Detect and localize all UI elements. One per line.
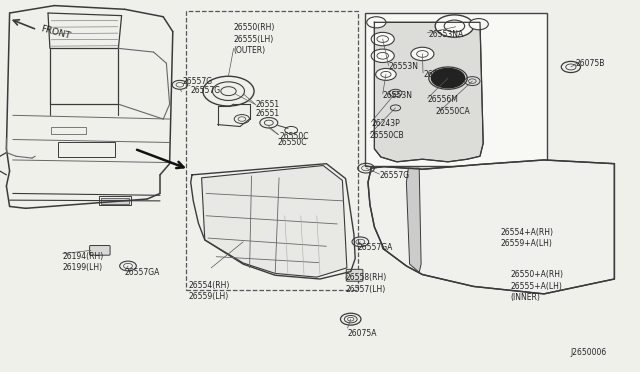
Polygon shape bbox=[368, 160, 614, 294]
Text: 26557G: 26557G bbox=[380, 171, 410, 180]
Text: 26550C: 26550C bbox=[280, 132, 309, 141]
Text: 26553NA: 26553NA bbox=[429, 30, 464, 39]
Bar bbox=[186, 11, 358, 290]
Text: 26553N: 26553N bbox=[388, 62, 419, 71]
Bar bbox=[365, 13, 547, 166]
Text: 26557GA: 26557GA bbox=[357, 243, 392, 252]
Text: 26550+A(RH)
26555+A(LH)
(INNER): 26550+A(RH) 26555+A(LH) (INNER) bbox=[510, 270, 563, 302]
FancyBboxPatch shape bbox=[90, 246, 110, 255]
Circle shape bbox=[469, 19, 488, 30]
Circle shape bbox=[435, 15, 474, 37]
Bar bbox=[51, 127, 86, 134]
Polygon shape bbox=[406, 168, 421, 272]
Text: FRONT: FRONT bbox=[40, 25, 72, 41]
Text: 26075A: 26075A bbox=[348, 329, 377, 338]
Circle shape bbox=[371, 32, 394, 46]
Text: 26553N: 26553N bbox=[383, 91, 413, 100]
Text: 26243P: 26243P bbox=[371, 119, 400, 128]
Text: 26550CA: 26550CA bbox=[435, 107, 470, 116]
Polygon shape bbox=[374, 22, 483, 162]
Text: 26075B: 26075B bbox=[576, 59, 605, 68]
Circle shape bbox=[376, 68, 396, 80]
Text: 26553N: 26553N bbox=[423, 70, 453, 79]
Text: 26550CB: 26550CB bbox=[370, 131, 404, 140]
Text: 26558(RH)
26557(LH): 26558(RH) 26557(LH) bbox=[346, 273, 387, 294]
Text: 26554+A(RH)
26559+A(LH): 26554+A(RH) 26559+A(LH) bbox=[500, 228, 554, 248]
Text: 26554(RH)
26559(LH): 26554(RH) 26559(LH) bbox=[189, 281, 230, 301]
Text: 26551: 26551 bbox=[256, 100, 280, 109]
Text: 26556M: 26556M bbox=[428, 95, 458, 104]
FancyBboxPatch shape bbox=[346, 269, 363, 281]
Text: 26557G: 26557G bbox=[182, 77, 212, 86]
Text: 26557GA: 26557GA bbox=[125, 268, 160, 277]
Bar bbox=[58, 142, 115, 157]
Text: 26557G: 26557G bbox=[191, 86, 221, 94]
Text: 26550(RH)
26555(LH)
(OUTER): 26550(RH) 26555(LH) (OUTER) bbox=[234, 23, 275, 55]
Circle shape bbox=[371, 49, 394, 62]
Circle shape bbox=[367, 17, 386, 28]
Circle shape bbox=[411, 47, 434, 61]
Text: 26550C: 26550C bbox=[277, 138, 307, 147]
Text: J2650006: J2650006 bbox=[571, 348, 607, 357]
Text: 26551: 26551 bbox=[256, 109, 280, 118]
Polygon shape bbox=[202, 166, 347, 277]
Text: 26194(RH)
26199(LH): 26194(RH) 26199(LH) bbox=[63, 252, 104, 272]
Bar bbox=[101, 198, 129, 204]
Circle shape bbox=[431, 68, 465, 88]
Bar bbox=[99, 196, 131, 205]
